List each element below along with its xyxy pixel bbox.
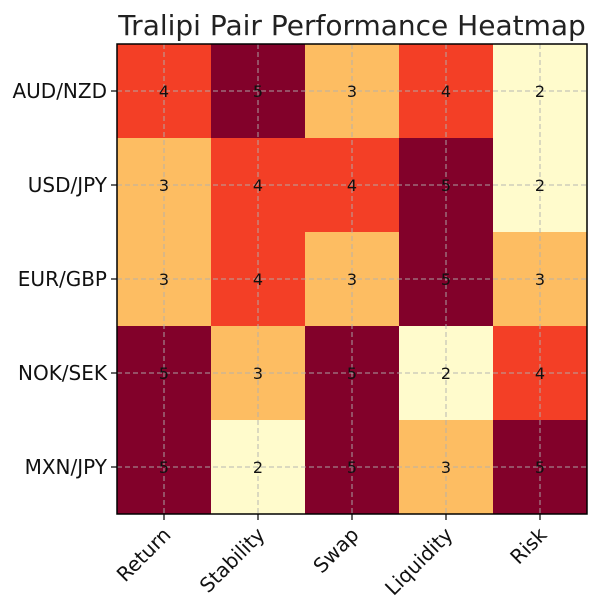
y-tick-label: USD/JPY xyxy=(28,173,108,197)
chart-title: Tralipi Pair Performance Heatmap xyxy=(117,9,586,42)
cell-value-label: 2 xyxy=(441,364,451,383)
cell-value-label: 4 xyxy=(535,364,545,383)
y-tick-label: AUD/NZD xyxy=(12,79,107,103)
y-tick-label: MXN/JPY xyxy=(25,455,108,479)
cell-value-label: 4 xyxy=(347,176,357,195)
y-tick-label: EUR/GBP xyxy=(18,267,107,291)
cell-value-label: 5 xyxy=(253,82,263,101)
cell-value-label: 5 xyxy=(441,270,451,289)
x-tick-label: Stability xyxy=(195,522,270,597)
cell-value-label: 5 xyxy=(347,364,357,383)
cell-value-label: 5 xyxy=(159,364,169,383)
heatmap-cell xyxy=(493,44,588,139)
cell-value-label: 5 xyxy=(159,458,169,477)
cell-value-label: 3 xyxy=(441,458,451,477)
heatmap-cell xyxy=(117,44,212,139)
cell-value-label: 3 xyxy=(159,176,169,195)
cell-value-label: 2 xyxy=(253,458,263,477)
cell-value-label: 4 xyxy=(253,176,263,195)
cell-value-label: 5 xyxy=(535,458,545,477)
heatmap-cell xyxy=(117,420,212,515)
x-axis-tick-labels: Return Stability Swap Liquidity Risk xyxy=(112,514,552,600)
y-axis-tick-labels: AUD/NZD USD/JPY EUR/GBP NOK/SEK MXN/JPY xyxy=(12,79,117,479)
cell-value-label: 2 xyxy=(535,176,545,195)
cell-value-label: 5 xyxy=(441,176,451,195)
heatmap-cell xyxy=(493,420,588,515)
cell-value-label: 2 xyxy=(535,82,545,101)
cell-value-label: 3 xyxy=(535,270,545,289)
x-tick-label: Risk xyxy=(505,522,552,569)
cell-value-label: 3 xyxy=(253,364,263,383)
cell-value-label: 4 xyxy=(159,82,169,101)
cell-value-label: 3 xyxy=(159,270,169,289)
x-tick-label: Return xyxy=(112,523,176,587)
x-tick-label: Liquidity xyxy=(380,522,458,600)
cell-value-label: 5 xyxy=(347,458,357,477)
cell-value-label: 3 xyxy=(347,270,357,289)
gridlines xyxy=(117,44,587,514)
cell-value-label: 4 xyxy=(253,270,263,289)
cell-value-label: 3 xyxy=(347,82,357,101)
y-tick-label: NOK/SEK xyxy=(18,361,108,385)
x-tick-label: Swap xyxy=(308,523,363,578)
cell-value-label: 4 xyxy=(441,82,451,101)
cell-value-labels: 4 5 3 4 2 3 4 4 5 2 3 4 3 5 3 5 3 5 2 4 5 2 5 3 5 xyxy=(159,82,545,477)
